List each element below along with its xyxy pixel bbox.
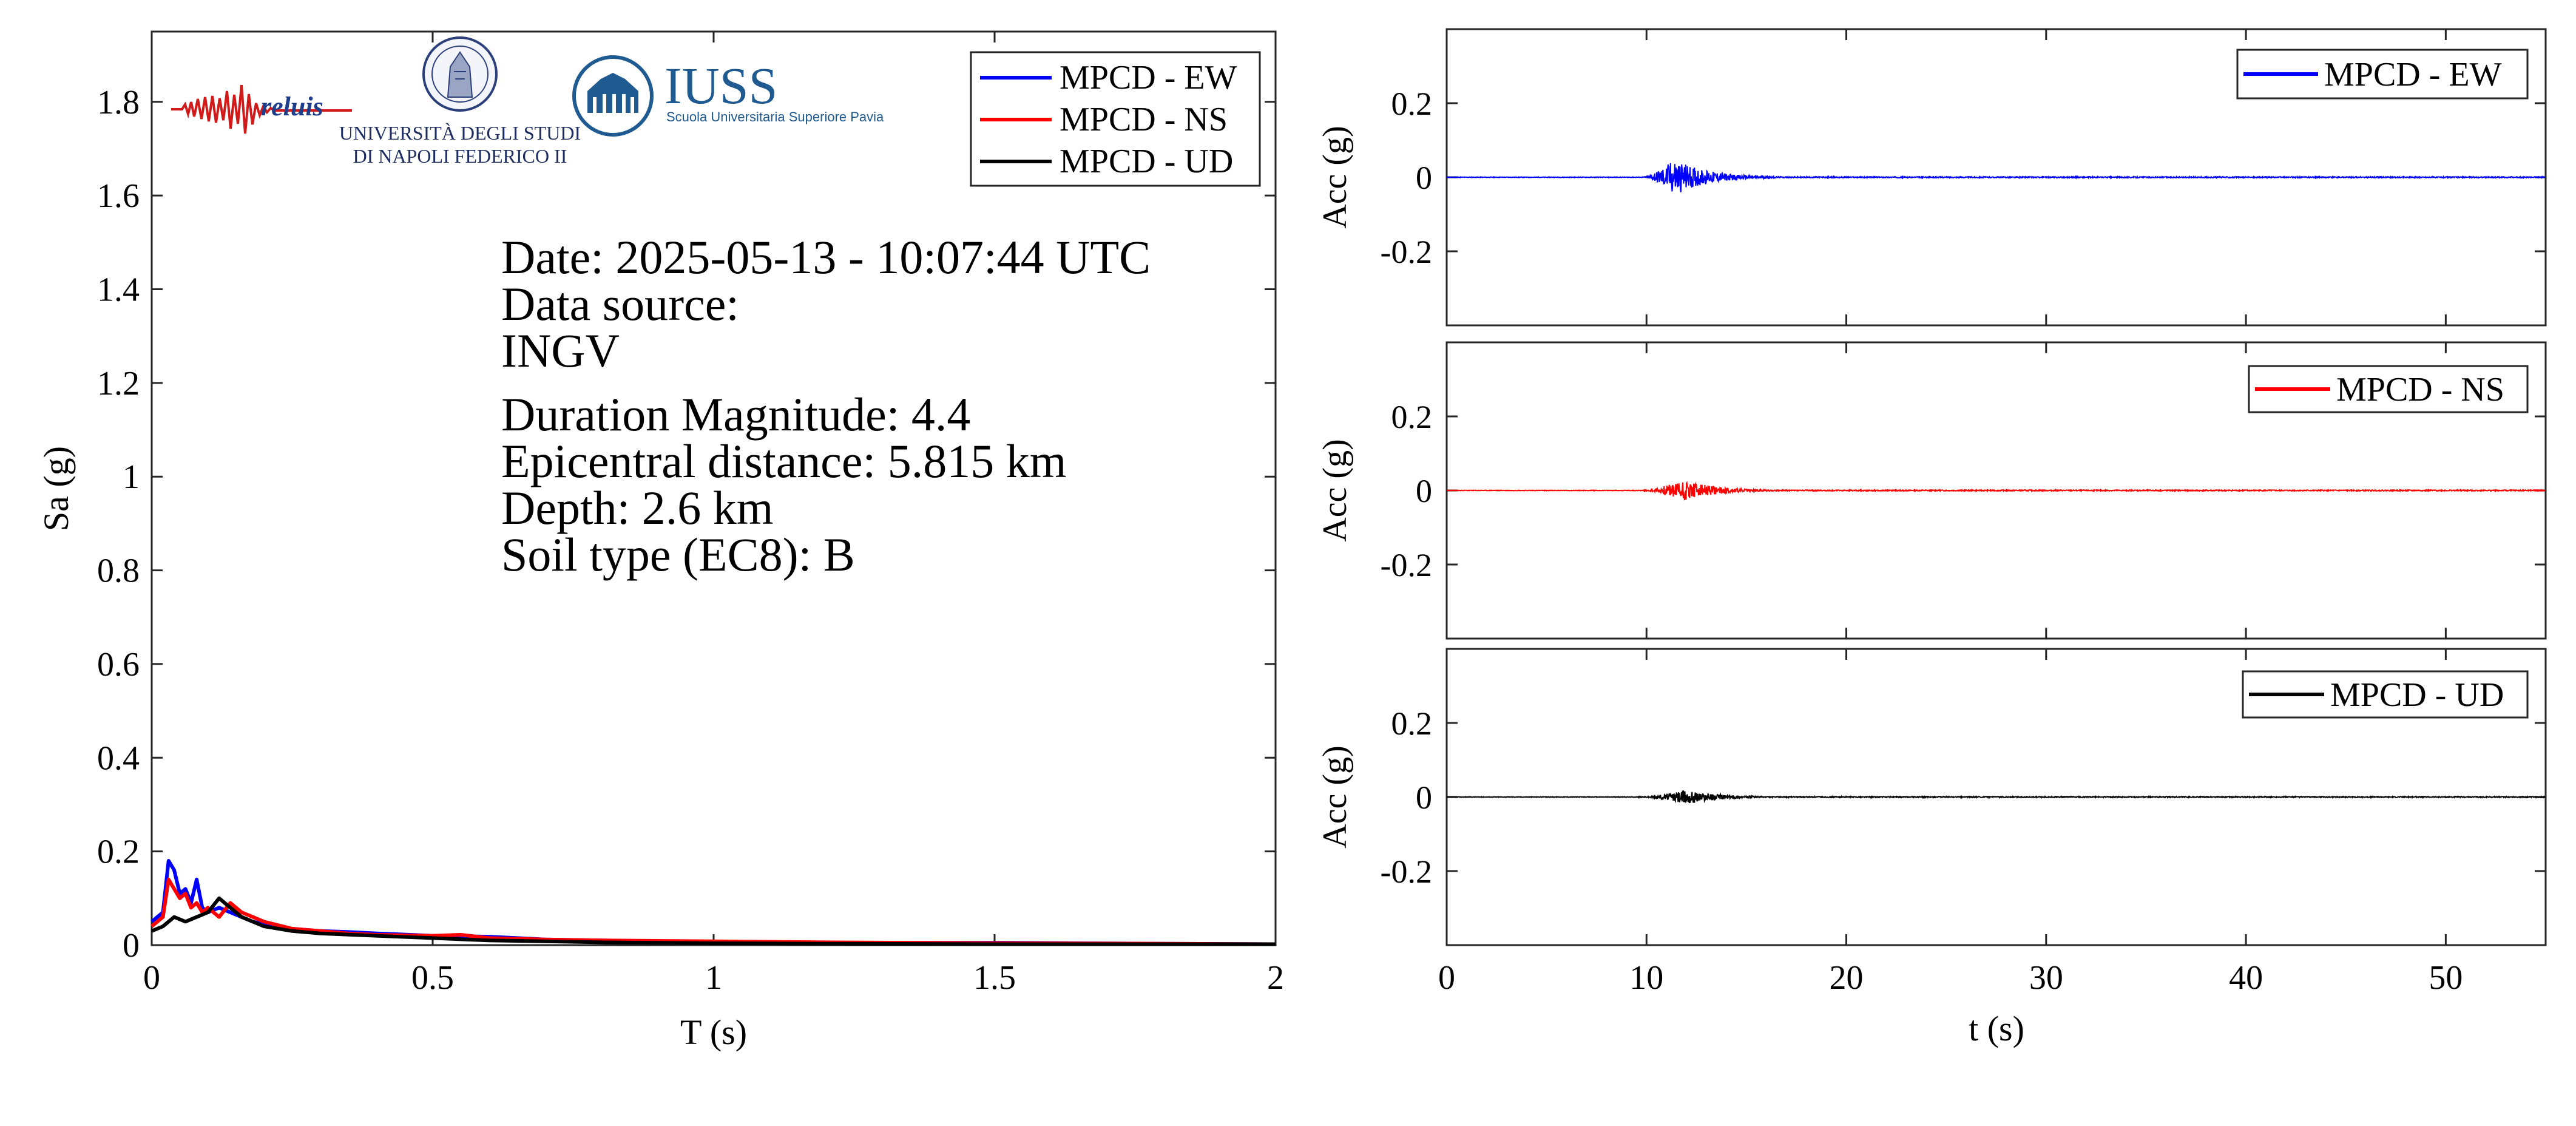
y-tick-label: 1.2	[97, 365, 140, 402]
event-depth: Depth: 2.6 km	[501, 481, 773, 534]
waveform-panel-ns: -0.2 0 0.2 Acc (g) MPCD - NS	[1316, 341, 2547, 640]
x-tick-label: 1	[705, 959, 722, 997]
y-tick-label: 0	[1416, 160, 1432, 196]
spectrum-legend: MPCD - EW MPCD - NS MPCD - UD	[970, 51, 1261, 187]
waveform-legend-box-ns	[2248, 365, 2529, 413]
event-date: Date: 2025-05-13 - 10:07:44 UTC	[501, 231, 1151, 283]
y-tick-label: -0.2	[1381, 547, 1432, 583]
reluis-seismogram-icon	[171, 84, 352, 134]
waveform-legend-label-ud: MPCD - UD	[2330, 676, 2504, 714]
spectrum-x-axis-label: T (s)	[680, 1012, 747, 1052]
epicentral-distance: Epicentral distance: 5.815 km	[501, 435, 1066, 487]
spectrum-line-ud	[150, 896, 1276, 946]
legend-label-ns: MPCD - NS	[1060, 101, 1228, 138]
y-tick-label: 1.4	[97, 271, 140, 308]
y-tick-label: 1	[123, 458, 140, 496]
y-tick-label: 0	[1416, 779, 1432, 816]
y-tick-label: 1.8	[97, 84, 140, 121]
iuss-logo: IUSS Scuola Universitaria Superiore Pavi…	[572, 55, 884, 137]
y-tick-label: 1.6	[97, 177, 140, 215]
waveform-panel-ud: -0.2 0 0.2 0 10 20 30 40 50 Acc (g) MPCD - UD	[1316, 648, 2547, 997]
y-tick-label: 0.2	[97, 833, 140, 871]
x-tick-label: 40	[2229, 959, 2263, 997]
x-tick-label: 10	[1629, 959, 1663, 997]
data-source-label: Data source:	[501, 277, 739, 330]
data-source-value: INGV	[501, 324, 620, 377]
waveform-panels: -0.2 0 0.2 Acc (g) MPCD - EW -0.2 0 0.2 Acc …	[1316, 28, 2547, 1048]
spectrum-line-ns	[150, 877, 1276, 946]
spectrum-panel: 0 0.5 1 1.5 2 0 0.2 0.4 0.6 0.8 1 1.2 1.4 1.6 1.8 T (s…	[36, 30, 1284, 1052]
iuss-logo-title: IUSS	[664, 56, 777, 115]
x-tick-label: 1.5	[973, 959, 1016, 997]
event-info: Date: 2025-05-13 - 10:07:44 UTC Data sou…	[501, 231, 1151, 581]
waveform-x-axis-label: t (s)	[1969, 1009, 2024, 1048]
waveform-legend-label-ew: MPCD - EW	[2324, 56, 2502, 93]
soil-type: Soil type (EC8): B	[501, 528, 855, 581]
waveform-trace-ud	[1446, 790, 2546, 804]
y-tick-label: -0.2	[1381, 853, 1432, 890]
y-tick-label: 0.4	[97, 739, 140, 777]
waveform-trace-ns	[1446, 480, 2546, 501]
y-tick-label: 0.6	[97, 646, 140, 683]
spectrum-y-axis-label: Sa (g)	[36, 446, 76, 531]
y-tick-label: 0.8	[97, 552, 140, 590]
waveform-panel-ew: -0.2 0 0.2 Acc (g) MPCD - EW	[1316, 28, 2547, 327]
legend-label-ud: MPCD - UD	[1060, 143, 1233, 180]
y-tick-label: 0	[123, 927, 140, 965]
waveform-y-axis-label-ew: Acc (g)	[1316, 126, 1354, 228]
x-tick-label: 20	[1830, 959, 1864, 997]
spectrum-lines	[150, 859, 1276, 946]
waveform-y-axis-label-ud: Acc (g)	[1316, 745, 1354, 848]
y-tick-label: 0.2	[1391, 86, 1433, 122]
x-tick-label: 0	[143, 959, 160, 997]
waveform-legend-label-ns: MPCD - NS	[2336, 371, 2504, 409]
x-tick-label: 2	[1267, 959, 1284, 997]
waveform-y-axis-label-ns: Acc (g)	[1316, 439, 1354, 541]
y-tick-label: 0	[1416, 473, 1432, 509]
legend-label-ew: MPCD - EW	[1060, 59, 1237, 97]
y-tick-label: 0.2	[1391, 399, 1433, 435]
spectrum-legend-box	[970, 51, 1261, 187]
unina-logo-line1: UNIVERSITÀ DEGLI STUDI	[339, 122, 581, 144]
y-tick-label: 0.2	[1391, 705, 1433, 742]
x-tick-label: 0.5	[411, 959, 454, 997]
y-tick-label: -0.2	[1381, 234, 1432, 270]
reluis-logo-text: reluis	[261, 92, 323, 121]
iuss-logo-subtitle: Scuola Universitaria Superiore Pavia	[666, 109, 884, 124]
waveform-trace-ew	[1446, 163, 2546, 192]
event-magnitude: Duration Magnitude: 4.4	[501, 388, 970, 441]
x-tick-label: 0	[1438, 959, 1455, 997]
unina-logo: UNIVERSITÀ DEGLI STUDI DI NAPOLI FEDERIC…	[339, 36, 581, 167]
x-tick-label: 50	[2429, 959, 2463, 997]
unina-logo-line2: DI NAPOLI FEDERICO II	[353, 145, 567, 167]
spectrum-ticks: 0 0.5 1 1.5 2 0 0.2 0.4 0.6 0.8 1 1.2 1.4 1.6 1.8	[97, 32, 1284, 997]
reluis-logo: reluis	[171, 84, 352, 134]
x-tick-label: 30	[2029, 959, 2063, 997]
